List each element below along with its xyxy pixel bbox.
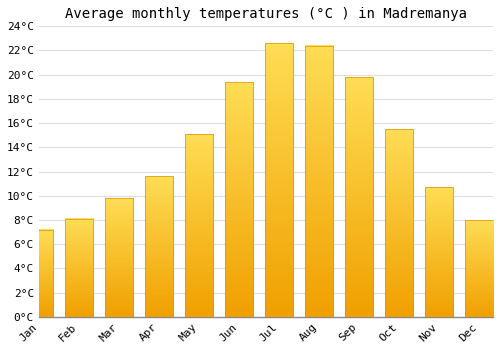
Bar — [425, 187, 453, 317]
Bar — [105, 198, 133, 317]
Bar — [385, 129, 413, 317]
Title: Average monthly temperatures (°C ) in Madremanya: Average monthly temperatures (°C ) in Ma… — [65, 7, 467, 21]
Bar — [105, 198, 133, 317]
Bar — [345, 77, 373, 317]
Bar — [345, 77, 373, 317]
Bar — [145, 176, 173, 317]
Bar — [225, 82, 253, 317]
Bar — [425, 187, 453, 317]
Bar — [145, 176, 173, 317]
Bar — [465, 220, 493, 317]
Bar — [65, 219, 93, 317]
Bar — [225, 82, 253, 317]
Bar — [25, 230, 53, 317]
Bar — [185, 134, 213, 317]
Bar — [465, 220, 493, 317]
Bar — [305, 46, 333, 317]
Bar — [265, 43, 293, 317]
Bar — [185, 134, 213, 317]
Bar — [25, 230, 53, 317]
Bar — [385, 129, 413, 317]
Bar — [265, 43, 293, 317]
Bar — [65, 219, 93, 317]
Bar — [305, 46, 333, 317]
